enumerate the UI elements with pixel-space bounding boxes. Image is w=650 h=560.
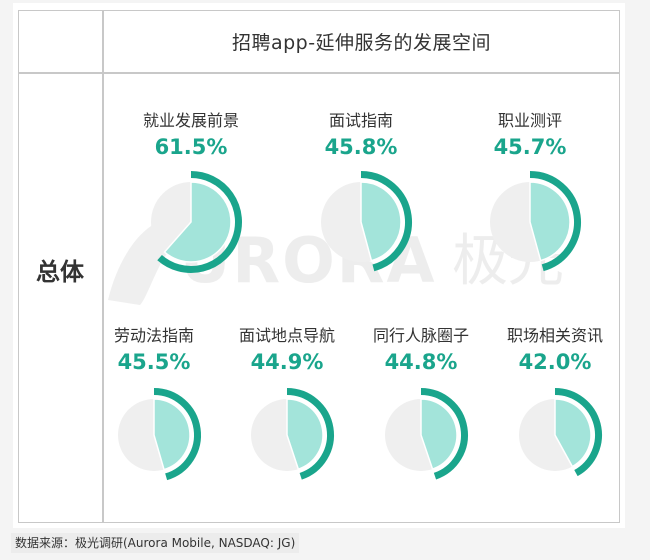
pie-fill [153,398,191,471]
category-label: 职业测评 [497,111,562,130]
percentage-pie-gauge [321,171,412,272]
category-label: 劳动法指南 [113,326,194,345]
category-label: 就业发展前景 [142,111,239,130]
chart-item-label-block: 面试指南 45.8% [291,107,431,159]
chart-item-label-block: 就业发展前景 61.5% [121,107,261,159]
percentage-value: 45.7% [493,135,567,159]
pie-fill [554,398,592,468]
percentage-value: 45.8% [324,135,398,159]
pie-fill [420,398,458,471]
outer-arc [286,388,334,480]
percentage-value: 45.5% [117,350,191,374]
column-divider [102,10,104,523]
table-frame [18,10,620,523]
pie-fill [529,181,571,262]
percentage-pie-gauge [151,171,242,273]
header-divider [18,72,620,74]
category-label: 同行人脉圈子 [372,326,469,345]
chart-item-label-block: 劳动法指南 45.5% [84,322,224,374]
percentage-pie-gauge [519,388,602,477]
chart-title: 招聘app-延伸服务的发展空间 [231,31,492,54]
percentage-value: 61.5% [154,135,228,159]
percentage-value: 42.0% [518,350,592,374]
outer-arc [153,388,201,481]
percentage-pie-gauge [385,388,468,480]
category-label: 职场相关资讯 [506,326,603,345]
outer-arc [529,171,581,272]
outer-arc [360,171,412,272]
data-source-note: 数据来源：极光调研(Aurora Mobile, NASDAQ: JG) [11,533,300,553]
percentage-pie-gauge [118,388,201,481]
percentage-pie-gauge [251,388,334,480]
category-label: 面试指南 [328,111,393,130]
chart-item-label-block: 职场相关资讯 42.0% [485,322,625,374]
category-label: 面试地点导航 [238,326,335,345]
row-label: 总体 [36,258,84,286]
percentage-pie-gauge [490,171,581,272]
pie-fill [360,181,402,262]
outer-arc [157,171,242,273]
chart-item-label-block: 面试地点导航 44.9% [217,322,357,374]
percentage-value: 44.9% [250,350,324,374]
chart-item-label-block: 职业测评 45.7% [460,107,600,159]
percentage-value: 44.8% [384,350,458,374]
pie-fill [163,181,232,263]
chart-item-label-block: 同行人脉圈子 44.8% [351,322,491,374]
outer-arc [420,388,468,480]
pie-fill [286,398,324,471]
outer-arc [554,388,602,477]
